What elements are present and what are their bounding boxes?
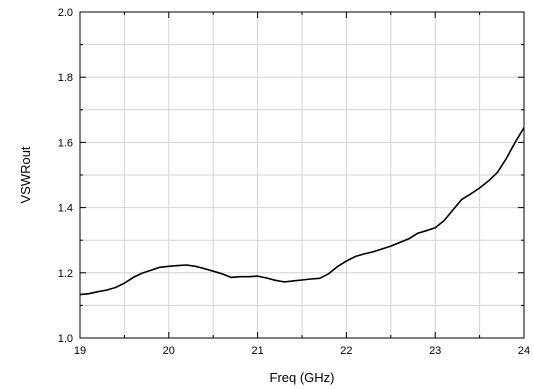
- grid-lines: [80, 12, 524, 338]
- x-tick-label: 22: [340, 345, 352, 357]
- x-tick-label: 19: [74, 345, 86, 357]
- x-tick-label: 20: [163, 345, 175, 357]
- y-tick-label: 1.2: [58, 268, 73, 280]
- y-tick-label: 1.8: [58, 72, 73, 84]
- y-tick-label: 1.4: [58, 203, 73, 215]
- y-tick-labels: 1.0 1.2 1.4 1.6 1.8 2.0: [58, 7, 73, 345]
- x-tick-label: 23: [429, 345, 441, 357]
- x-tick-label: 21: [251, 345, 263, 357]
- y-tick-label: 1.6: [58, 137, 73, 149]
- y-tick-label: 2.0: [58, 7, 73, 19]
- x-tick-label: 24: [518, 345, 530, 357]
- plot-frame: [79, 11, 525, 339]
- vswr-series-line: [79, 127, 525, 296]
- x-axis-label: Freq (GHz): [270, 370, 335, 385]
- y-tick-label: 1.0: [58, 333, 73, 345]
- x-tick-labels: 19 20 21 22 23 24: [74, 345, 530, 357]
- y-axis-label: VSWRout: [18, 146, 33, 203]
